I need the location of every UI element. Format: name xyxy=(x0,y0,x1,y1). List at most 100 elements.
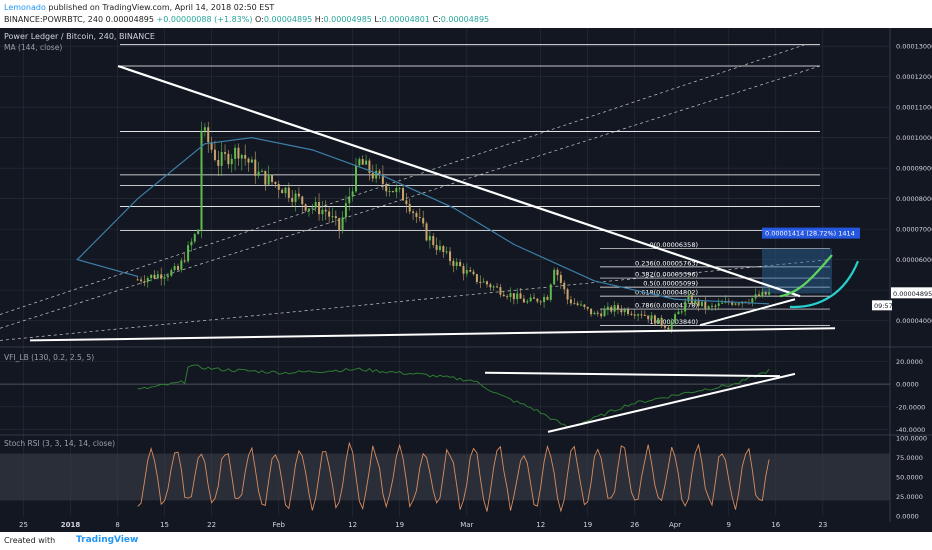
candle-body xyxy=(663,325,666,328)
candle-body xyxy=(583,304,586,307)
last-price: 0.00004895 xyxy=(105,15,154,24)
x-tick-label: 12 xyxy=(536,521,545,529)
candle-body xyxy=(694,299,697,304)
candle-body xyxy=(734,303,737,305)
vfi-line xyxy=(137,364,770,429)
candle-body xyxy=(395,188,398,193)
candle-body xyxy=(334,216,337,219)
candle-body xyxy=(606,306,609,310)
candle-body xyxy=(203,127,206,131)
candle-body xyxy=(472,271,475,275)
candle-body xyxy=(569,299,572,304)
candle-body xyxy=(260,170,263,172)
candle-body xyxy=(388,191,391,193)
candle-body xyxy=(210,142,213,150)
vfi-indicator-label: VFI_LB (130, 0.2, 2.5, 5) xyxy=(4,353,94,362)
candle-body xyxy=(220,152,223,166)
candle-body xyxy=(294,193,297,202)
y-tick-label: 0.00008000 xyxy=(896,195,932,203)
candle-body xyxy=(385,183,388,192)
tradingview-logo[interactable]: TradingView xyxy=(76,535,139,545)
candle-body xyxy=(422,217,425,224)
candle-body xyxy=(459,261,462,267)
candle-body xyxy=(613,305,616,312)
candle-body xyxy=(324,209,327,212)
x-tick-label: 9 xyxy=(727,521,731,529)
candle-body xyxy=(415,212,418,218)
candle-body xyxy=(721,302,724,304)
channel-dashed-line xyxy=(0,259,831,341)
candle-body xyxy=(177,266,179,270)
low-value: 0.00004801 xyxy=(381,15,430,24)
candle-body xyxy=(758,294,761,297)
candle-body xyxy=(690,295,693,304)
candle-body xyxy=(408,204,411,212)
candle-body xyxy=(610,306,613,312)
candle-body xyxy=(321,209,324,215)
candle-body xyxy=(438,246,441,250)
candle-body xyxy=(502,294,505,297)
candle-body xyxy=(596,312,599,314)
y-tick-label: 0.00013000 xyxy=(896,43,932,51)
candle-body xyxy=(371,173,374,179)
candle-body xyxy=(657,317,660,324)
descending-trendline xyxy=(117,64,801,298)
candle-body xyxy=(200,130,203,230)
candle-body xyxy=(207,127,210,143)
candle-body xyxy=(187,245,190,262)
x-tick-label: 12 xyxy=(348,521,357,529)
ascending-support-line xyxy=(29,327,836,342)
candle-body xyxy=(580,304,583,306)
candle-body xyxy=(418,217,421,219)
x-tick-label: Apr xyxy=(669,521,681,529)
measure-box xyxy=(762,248,832,294)
candle-body xyxy=(314,202,317,208)
candle-body xyxy=(140,279,143,282)
x-tick-label: Feb xyxy=(273,521,286,529)
high-label: H: xyxy=(314,15,324,24)
candle-body xyxy=(412,211,415,213)
candle-body xyxy=(593,312,596,315)
rsi-tick-label: 25.0000 xyxy=(896,493,923,501)
candle-body xyxy=(553,269,556,285)
candle-body xyxy=(183,260,186,262)
chart-canvas[interactable]: 0(0.00006358) 0.236(0.00005763) 0.382(0.00… xyxy=(0,28,932,532)
candle-body xyxy=(717,303,720,306)
x-tick-label: 22 xyxy=(207,521,216,529)
candle-body xyxy=(637,314,640,316)
candle-body xyxy=(244,154,247,159)
candle-body xyxy=(190,241,193,246)
candle-body xyxy=(277,183,280,190)
candle-body xyxy=(358,159,361,166)
candle-body xyxy=(522,298,525,303)
candle-body xyxy=(166,275,169,278)
candle-body xyxy=(650,315,653,320)
candle-body xyxy=(331,216,334,218)
published-info: published on TradingView.com, April 14, … xyxy=(48,3,275,12)
candle-body xyxy=(700,301,703,306)
y-tick-label: 0.00011000 xyxy=(896,104,932,112)
candle-body xyxy=(445,251,448,253)
candle-body xyxy=(556,269,559,275)
candle-body xyxy=(563,282,566,290)
candle-body xyxy=(543,296,546,303)
author-link[interactable]: Lemonado xyxy=(4,3,46,12)
candle-body xyxy=(506,296,509,298)
candle-body xyxy=(338,218,341,230)
close-label: C: xyxy=(432,15,441,24)
candle-body xyxy=(516,293,519,300)
fib-level-label: 0.618(0.00004802) xyxy=(635,289,698,297)
stoch-rsi-line xyxy=(137,441,770,513)
candle-body xyxy=(428,236,431,241)
price-change: +0.00000088 (+1.83%) xyxy=(156,15,253,24)
ma-line xyxy=(76,137,770,305)
candle-body xyxy=(328,211,331,217)
candle-body xyxy=(136,279,139,281)
countdown-label: 09:57 xyxy=(874,302,893,310)
candle-body xyxy=(489,284,492,288)
candle-body xyxy=(234,147,237,159)
candle-body xyxy=(687,295,690,302)
candle-body xyxy=(627,309,630,314)
x-tick-label: 23 xyxy=(818,521,827,529)
candle-body xyxy=(499,287,502,295)
